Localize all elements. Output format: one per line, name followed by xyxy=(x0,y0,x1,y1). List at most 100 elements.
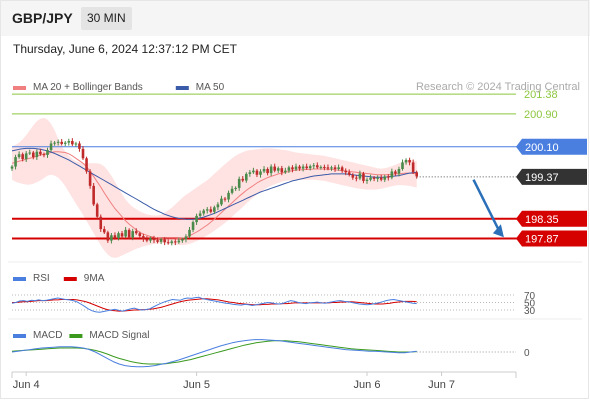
timeframe-button[interactable]: 30 MIN xyxy=(81,7,132,30)
candle-body xyxy=(53,142,56,144)
candle-body xyxy=(92,185,95,205)
candle-body xyxy=(383,176,387,180)
candle-body xyxy=(163,239,166,243)
candle-body xyxy=(301,166,305,169)
x-axis-tick-label: Jun 7 xyxy=(428,379,455,391)
candle-body xyxy=(397,169,401,174)
candle-body xyxy=(177,240,181,243)
x-axis-tick-label: Jun 5 xyxy=(183,379,210,391)
macd-line xyxy=(11,339,417,368)
candle-body xyxy=(117,233,120,239)
candle-body xyxy=(415,172,418,177)
resistance-label: 201.38 xyxy=(524,89,558,101)
candle-body xyxy=(113,235,117,239)
candle-body xyxy=(404,159,408,163)
arrow-down-right-icon xyxy=(492,224,504,238)
candle-body xyxy=(394,171,397,174)
candle-body xyxy=(21,154,24,160)
candle-body xyxy=(71,141,74,145)
candle-body xyxy=(191,222,195,230)
candle-body xyxy=(305,166,308,169)
candle-body xyxy=(308,166,312,169)
support-price-label: 197.87 xyxy=(525,234,559,246)
chart-datetime: Thursday, June 6, 2024 12:37:12 PM CET xyxy=(13,42,237,56)
candle-body xyxy=(351,174,355,178)
candle-body xyxy=(134,231,138,234)
candle-body xyxy=(344,170,347,173)
legend-swatch xyxy=(13,86,26,90)
rsi-line xyxy=(11,296,417,313)
legend-swatch xyxy=(13,277,26,281)
candle-body xyxy=(358,173,362,179)
pivot-price-tag xyxy=(516,138,587,155)
legend-label: 9MA xyxy=(84,273,105,284)
candle-body xyxy=(230,188,234,193)
candle-body xyxy=(262,169,266,172)
candle-body xyxy=(120,233,124,237)
pivot-price-label: 200.10 xyxy=(525,142,559,154)
candle-body xyxy=(174,241,177,243)
candle-body xyxy=(166,242,170,244)
candle-body xyxy=(266,169,269,174)
forecast-arrow-shaft xyxy=(472,179,501,231)
candle-body xyxy=(252,170,255,173)
candle-body xyxy=(376,177,379,179)
candle-body xyxy=(159,239,163,242)
candle-body xyxy=(390,171,394,178)
candle-body xyxy=(195,215,198,223)
candle-body xyxy=(276,168,280,171)
candle-body xyxy=(209,209,213,212)
legend-swatch xyxy=(69,334,83,338)
candle-body xyxy=(14,157,17,167)
candle-body xyxy=(28,152,32,154)
legend-label: MACD xyxy=(33,330,62,341)
symbol-title: GBP/JPY xyxy=(12,10,73,26)
x-axis-tick-label: Jun 4 xyxy=(13,379,40,391)
support-price-tag xyxy=(516,230,587,247)
candle-body xyxy=(99,216,103,230)
candle-body xyxy=(85,158,88,172)
candle-body xyxy=(365,179,369,181)
candle-body xyxy=(273,166,276,171)
candle-body xyxy=(216,204,220,208)
candle-body xyxy=(46,150,49,156)
candle-body xyxy=(202,210,205,214)
support-price-label: 198.35 xyxy=(525,214,559,226)
candle-body xyxy=(213,207,216,212)
candle-body xyxy=(17,154,21,158)
candle-body xyxy=(241,178,245,181)
candle-body xyxy=(81,148,85,159)
candle-body xyxy=(156,240,159,242)
candle-body xyxy=(188,229,191,237)
candle-body xyxy=(298,166,301,169)
bollinger-band-area xyxy=(12,118,417,258)
candle-body xyxy=(24,153,28,160)
candle-body xyxy=(127,229,131,238)
candle-body xyxy=(227,192,230,200)
legend-swatch xyxy=(63,277,77,281)
candle-body xyxy=(333,167,337,170)
candle-body xyxy=(95,204,99,217)
candle-body xyxy=(255,170,259,175)
legend-label: MA 20 + Bollinger Bands xyxy=(33,82,143,93)
legend-label: MACD Signal xyxy=(89,330,149,341)
candle-body xyxy=(340,167,344,171)
candle-body xyxy=(35,151,39,158)
candle-body xyxy=(74,143,78,145)
candle-body xyxy=(269,166,273,174)
candle-body xyxy=(408,159,411,163)
candle-body xyxy=(170,241,174,244)
resistance-label: 200.90 xyxy=(524,109,558,121)
candle-body xyxy=(49,143,53,151)
candle-body xyxy=(145,238,149,241)
rsi-level-label: 70 xyxy=(524,291,536,302)
legend-swatch xyxy=(175,86,189,90)
candle-body xyxy=(138,233,142,237)
candle-body xyxy=(291,167,294,170)
candle-body xyxy=(223,198,227,200)
candle-body xyxy=(287,167,291,171)
candle-body xyxy=(362,173,365,181)
legend-label: RSI xyxy=(33,273,50,284)
legend-swatch xyxy=(13,334,26,338)
candle-body xyxy=(337,167,340,170)
